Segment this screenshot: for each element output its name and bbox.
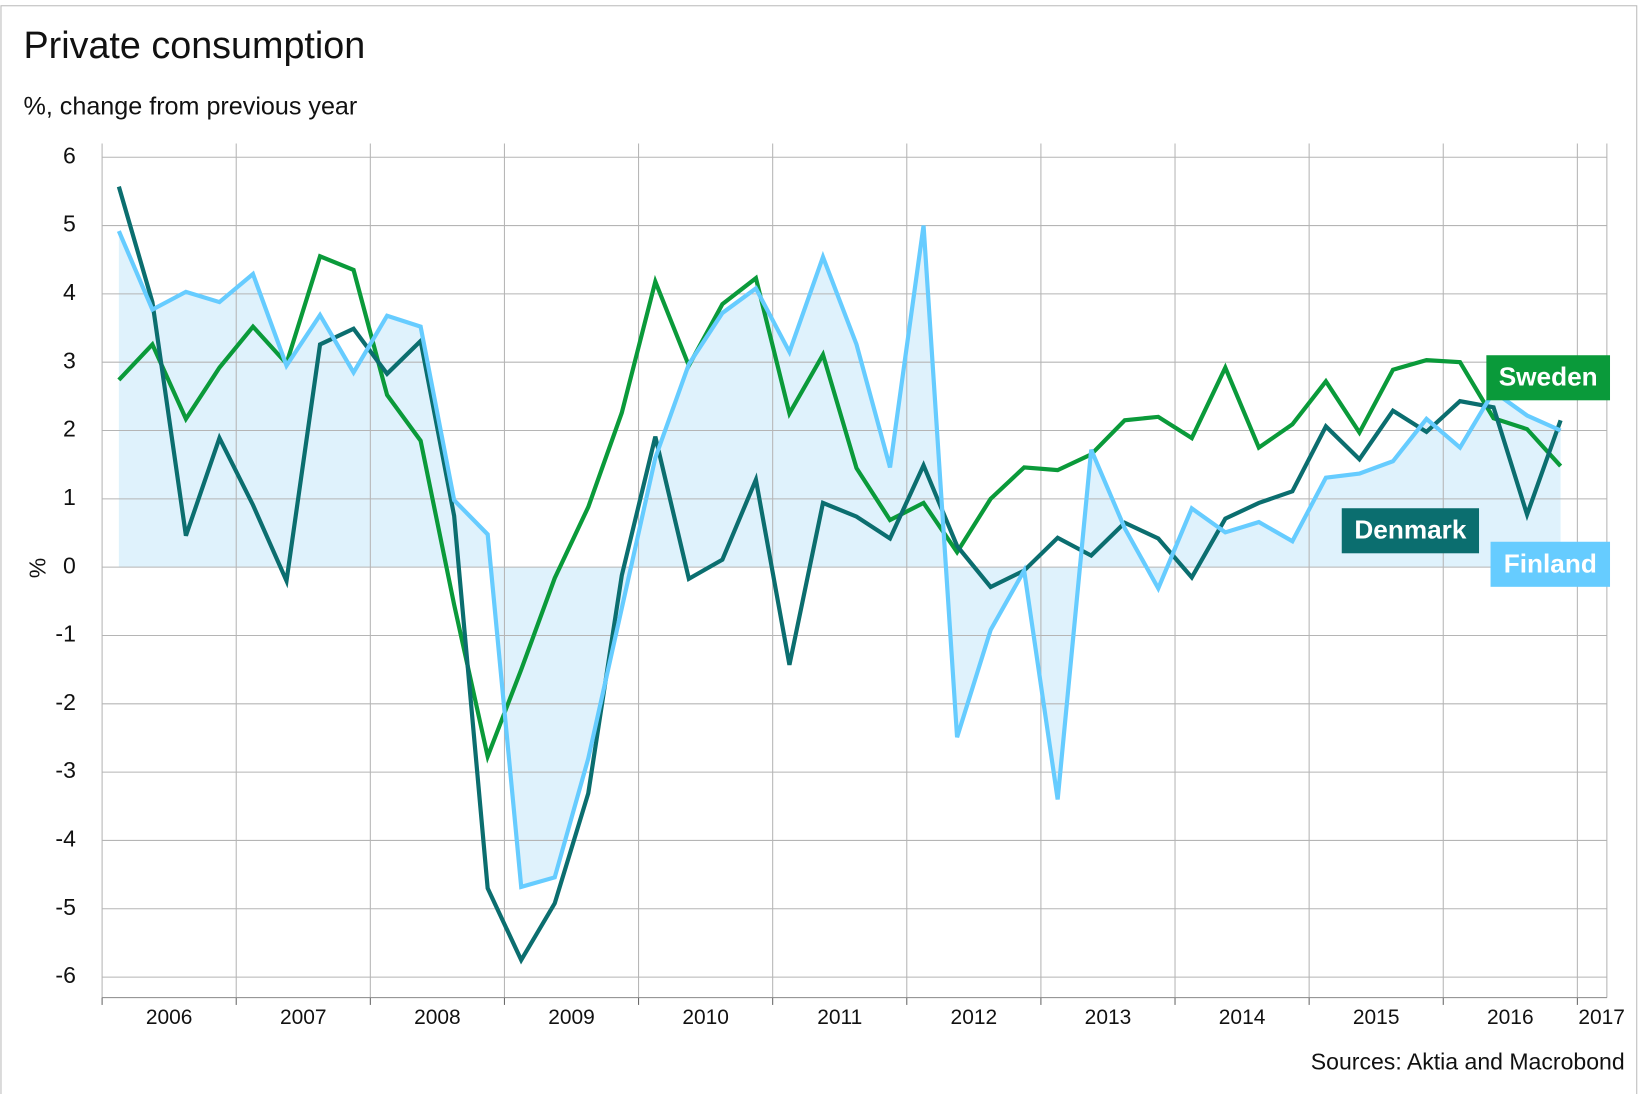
x-tick-label: 2010	[682, 1006, 729, 1029]
y-tick-label: 1	[63, 484, 76, 510]
y-tick-label: 2	[63, 416, 76, 442]
x-tick-label: 2009	[548, 1006, 595, 1029]
frame	[0, 5, 1638, 1094]
y-tick-label: -6	[55, 962, 76, 988]
x-tick-label: 2012	[951, 1006, 998, 1029]
x-tick-label: 2006	[146, 1006, 193, 1029]
legend-label: Denmark	[1354, 515, 1467, 545]
chart-title: Private consumption	[24, 24, 366, 66]
x-tick-label: 2007	[280, 1006, 327, 1029]
x-tick-label: 2008	[414, 1006, 461, 1029]
y-tick-label: 5	[63, 211, 76, 237]
y-tick-label: 6	[63, 142, 76, 168]
y-tick-label: -5	[55, 894, 76, 920]
x-tick-label: 2015	[1353, 1006, 1400, 1029]
legend-box	[1490, 541, 1611, 587]
y-tick-label: 4	[63, 279, 76, 305]
x-tick-label: 2016	[1487, 1006, 1534, 1029]
legend-label: Finland	[1504, 548, 1597, 578]
y-tick-label: -4	[55, 826, 76, 852]
y-tick-label: 3	[63, 347, 76, 373]
y-axis-label: %	[24, 558, 50, 579]
x-tick-label: 2014	[1219, 1006, 1266, 1029]
series-line	[116, 186, 1563, 965]
series-line	[116, 225, 1562, 890]
y-tick-label: -2	[55, 689, 76, 715]
y-tick-label: -1	[55, 621, 76, 647]
legend-label: Sweden	[1499, 362, 1598, 392]
legend-box	[1341, 508, 1480, 554]
x-tick-label: 2017	[1578, 1006, 1625, 1029]
x-tick-label: 2013	[1085, 1006, 1132, 1029]
y-tick-label: 0	[63, 552, 76, 578]
area-fill	[118, 225, 1561, 887]
chart-subtitle: %, change from previous year	[24, 93, 358, 121]
source: Sources: Aktia and Macrobond	[1311, 1049, 1625, 1075]
legend-box	[1486, 355, 1611, 401]
series-line	[117, 253, 1563, 764]
x-tick-label: 2011	[817, 1006, 862, 1029]
y-tick-label: -3	[55, 757, 76, 783]
